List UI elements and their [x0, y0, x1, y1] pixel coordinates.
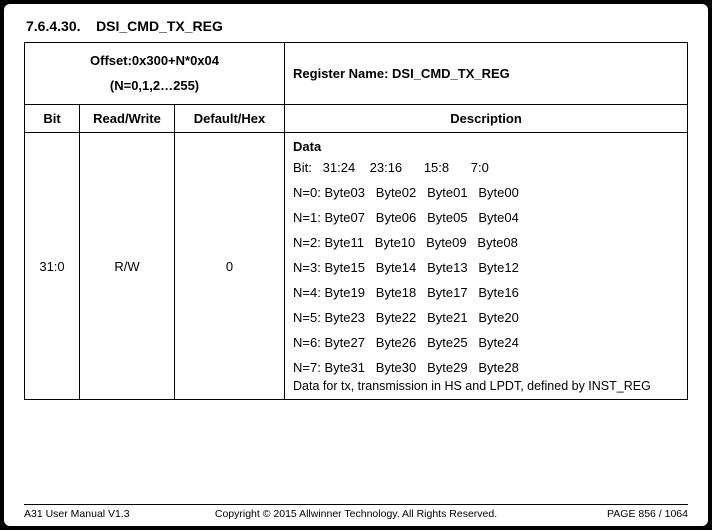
row-description: Data Bit: 31:24 23:16 15:8 7:0 N=0: Byte…: [285, 133, 688, 400]
data-title: Data: [293, 139, 679, 154]
offset-cell: Offset:0x300+N*0x04 (N=0,1,2…255): [25, 43, 285, 105]
byte-line: N=2: Byte11 Byte10 Byte09 Byte08: [293, 235, 679, 250]
byte-line: N=1: Byte07 Byte06 Byte05 Byte04: [293, 210, 679, 225]
row-bit: 31:0: [25, 133, 80, 400]
header-rw: Read/Write: [80, 105, 175, 133]
register-name-value: DSI_CMD_TX_REG: [392, 66, 510, 81]
footer-right: PAGE 856 / 1064: [607, 508, 688, 520]
byte-line: N=5: Byte23 Byte22 Byte21 Byte20: [293, 310, 679, 325]
byte-line: N=6: Byte27 Byte26 Byte25 Byte24: [293, 335, 679, 350]
header-bit: Bit: [25, 105, 80, 133]
bit-header-line: Bit: 31:24 23:16 15:8 7:0: [293, 160, 679, 175]
section-title: 7.6.4.30. DSI_CMD_TX_REG: [26, 18, 688, 34]
offset-line2: (N=0,1,2…255): [33, 74, 276, 99]
footer-left: A31 User Manual V1.3: [24, 508, 130, 520]
row-def: 0: [175, 133, 285, 400]
byte-lines: Bit: 31:24 23:16 15:8 7:0 N=0: Byte03 By…: [293, 160, 679, 375]
register-name-label: Register Name:: [293, 66, 388, 81]
byte-line: N=3: Byte15 Byte14 Byte13 Byte12: [293, 260, 679, 275]
header-desc: Description: [285, 105, 688, 133]
description-footnote: Data for tx, transmission in HS and LPDT…: [293, 379, 679, 393]
page-footer: A31 User Manual V1.3 Copyright © 2015 Al…: [24, 504, 688, 520]
header-def: Default/Hex: [175, 105, 285, 133]
byte-line: N=4: Byte19 Byte18 Byte17 Byte16: [293, 285, 679, 300]
page: 7.6.4.30. DSI_CMD_TX_REG Offset:0x300+N*…: [4, 4, 708, 526]
byte-line: N=7: Byte31 Byte30 Byte29 Byte28: [293, 360, 679, 375]
section-name: DSI_CMD_TX_REG: [96, 18, 223, 34]
register-table: Offset:0x300+N*0x04 (N=0,1,2…255) Regist…: [24, 42, 688, 400]
offset-line1: Offset:0x300+N*0x04: [33, 49, 276, 74]
register-name-cell: Register Name: DSI_CMD_TX_REG: [285, 43, 688, 105]
row-rw: R/W: [80, 133, 175, 400]
section-number: 7.6.4.30.: [26, 18, 81, 34]
byte-line: N=0: Byte03 Byte02 Byte01 Byte00: [293, 185, 679, 200]
